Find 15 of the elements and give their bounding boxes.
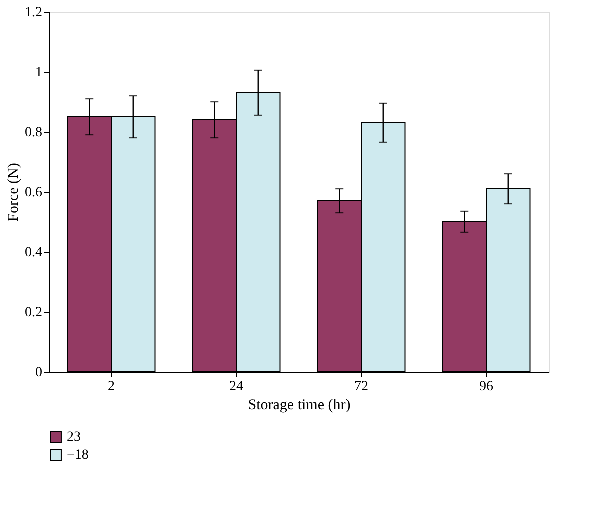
x-tick-label: 72 — [354, 380, 368, 394]
x-tick-label: 2 — [108, 380, 115, 394]
y-tick-label: 0.8 — [25, 126, 42, 140]
y-tick-label: 1 — [36, 66, 42, 80]
x-tick-label: 24 — [230, 380, 244, 394]
y-axis-title: Force (N) — [6, 163, 22, 222]
y-tick-label: 0.4 — [25, 246, 42, 260]
legend-label: 23 — [67, 430, 81, 445]
y-tick-label: 1.2 — [25, 6, 42, 20]
x-axis-title: Storage time (hr) — [248, 398, 351, 414]
legend-label: −18 — [67, 448, 89, 463]
y-tick-label: 0 — [36, 366, 42, 380]
x-tick-label: 96 — [480, 380, 494, 394]
y-tick-label: 0.2 — [25, 306, 42, 320]
y-tick-label: 0.6 — [25, 186, 42, 200]
